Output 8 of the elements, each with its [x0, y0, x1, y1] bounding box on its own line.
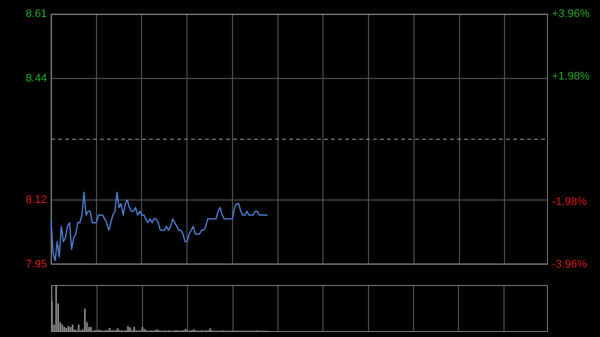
- y2-tick-label: -1.98%: [552, 196, 588, 208]
- y2-tick-label: +1.98%: [552, 70, 590, 83]
- y-tick-label: 8.12: [26, 194, 47, 206]
- y2-tick-label: +3.96%: [552, 8, 590, 20]
- y-tick-label: 7.95: [26, 258, 47, 270]
- y-tick-label: 8.44: [26, 72, 47, 85]
- y-tick-label: 8.61: [26, 8, 47, 20]
- y2-tick-label: -3.96%: [552, 258, 588, 270]
